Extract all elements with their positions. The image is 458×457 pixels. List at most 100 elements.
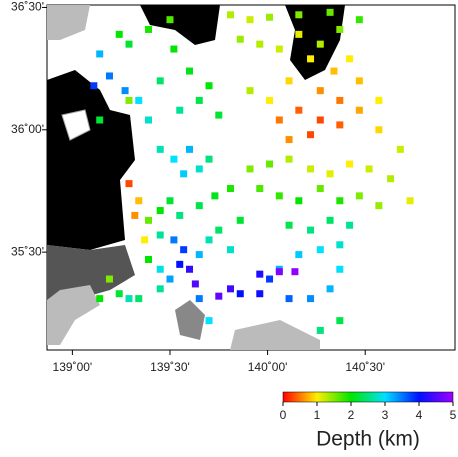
depth-point (285, 221, 293, 229)
depth-point (295, 197, 303, 205)
depth-point (355, 106, 363, 114)
terrain (47, 5, 345, 350)
depth-point (121, 87, 129, 95)
gray-area (47, 285, 100, 345)
depth-point (316, 326, 324, 334)
colorbar-tick-label: 0 (280, 408, 287, 422)
x-tick-label: 139˚00' (53, 360, 93, 374)
depth-point (365, 165, 373, 173)
depth-point (170, 45, 178, 53)
depth-point (307, 295, 315, 303)
depth-point (355, 77, 363, 85)
mask-northeast (285, 5, 345, 80)
depth-point (166, 16, 174, 24)
depth-point (266, 160, 274, 168)
depth-point (246, 16, 254, 24)
depth-point (156, 207, 164, 215)
depth-point (275, 116, 283, 124)
y-tick-label: 36˚00' (11, 122, 44, 136)
depth-point (295, 106, 303, 114)
depth-point (246, 165, 254, 173)
depth-point (170, 155, 178, 163)
depth-point (96, 295, 104, 303)
depth-point (307, 55, 315, 63)
colorbar (282, 391, 454, 403)
depth-point (166, 275, 174, 283)
depth-point (316, 116, 324, 124)
depth-point (145, 116, 153, 124)
depth-point (176, 106, 184, 114)
depth-point (191, 280, 199, 288)
depth-point (180, 246, 188, 254)
depth-point (326, 216, 334, 224)
depth-point (205, 155, 213, 163)
depth-point (195, 295, 203, 303)
x-tick-label: 140˚30' (345, 360, 385, 374)
depth-point (105, 72, 113, 80)
y-tick-label: 35˚30' (11, 244, 44, 258)
depth-point (316, 40, 324, 48)
depth-point (355, 16, 363, 24)
mask-north (140, 5, 220, 45)
depth-point (195, 202, 203, 210)
depth-point (256, 40, 264, 48)
depth-point (316, 185, 324, 193)
depth-point (291, 268, 299, 276)
depth-point (205, 317, 213, 325)
depth-point (236, 35, 244, 43)
depth-point (316, 246, 324, 254)
depth-point (387, 175, 395, 183)
axes: 139˚00' 139˚30' 140˚00' 140˚30' 35˚30' 36˚00'… (11, 0, 385, 374)
depth-point (195, 165, 203, 173)
depth-point (256, 290, 264, 298)
depth-point (96, 116, 104, 124)
gray-area (230, 320, 320, 350)
depth-point (227, 246, 235, 254)
depth-point (307, 165, 315, 173)
depth-point (295, 251, 303, 259)
depth-point (266, 275, 274, 283)
depth-point (115, 30, 123, 38)
depth-point (326, 285, 334, 293)
depth-point (180, 170, 188, 178)
depth-point (135, 197, 143, 205)
depth-point (211, 192, 219, 200)
gray-area (47, 5, 90, 40)
lake (61, 109, 91, 141)
depth-point (195, 96, 203, 104)
depth-point (346, 55, 354, 63)
depth-point (346, 160, 354, 168)
depth-point (205, 82, 213, 90)
depth-point (295, 30, 303, 38)
depth-point (375, 126, 383, 134)
colorbar-tick-label: 3 (382, 408, 389, 422)
depth-point (375, 202, 383, 210)
depth-point (285, 295, 293, 303)
depth-point (115, 290, 123, 298)
depth-point (215, 111, 223, 119)
depth-point (336, 241, 344, 249)
depth-point (125, 96, 133, 104)
depth-point (145, 25, 153, 33)
depth-point (285, 77, 293, 85)
peninsula (175, 300, 205, 340)
colorbar-tick-label: 2 (348, 408, 355, 422)
depth-point (285, 155, 293, 163)
depth-point (307, 226, 315, 234)
depth-point (145, 255, 153, 263)
depth-point (326, 170, 334, 178)
depth-point (266, 13, 274, 21)
depth-point (256, 185, 264, 193)
depth-point (336, 25, 344, 33)
depth-point (166, 197, 174, 205)
depth-point (125, 295, 133, 303)
depth-point (275, 192, 283, 200)
depth-point (125, 40, 133, 48)
depth-point (135, 295, 143, 303)
depth-point (336, 96, 344, 104)
depth-point (131, 211, 139, 219)
depth-point (156, 231, 164, 239)
depth-point (346, 221, 354, 229)
points (90, 8, 414, 334)
